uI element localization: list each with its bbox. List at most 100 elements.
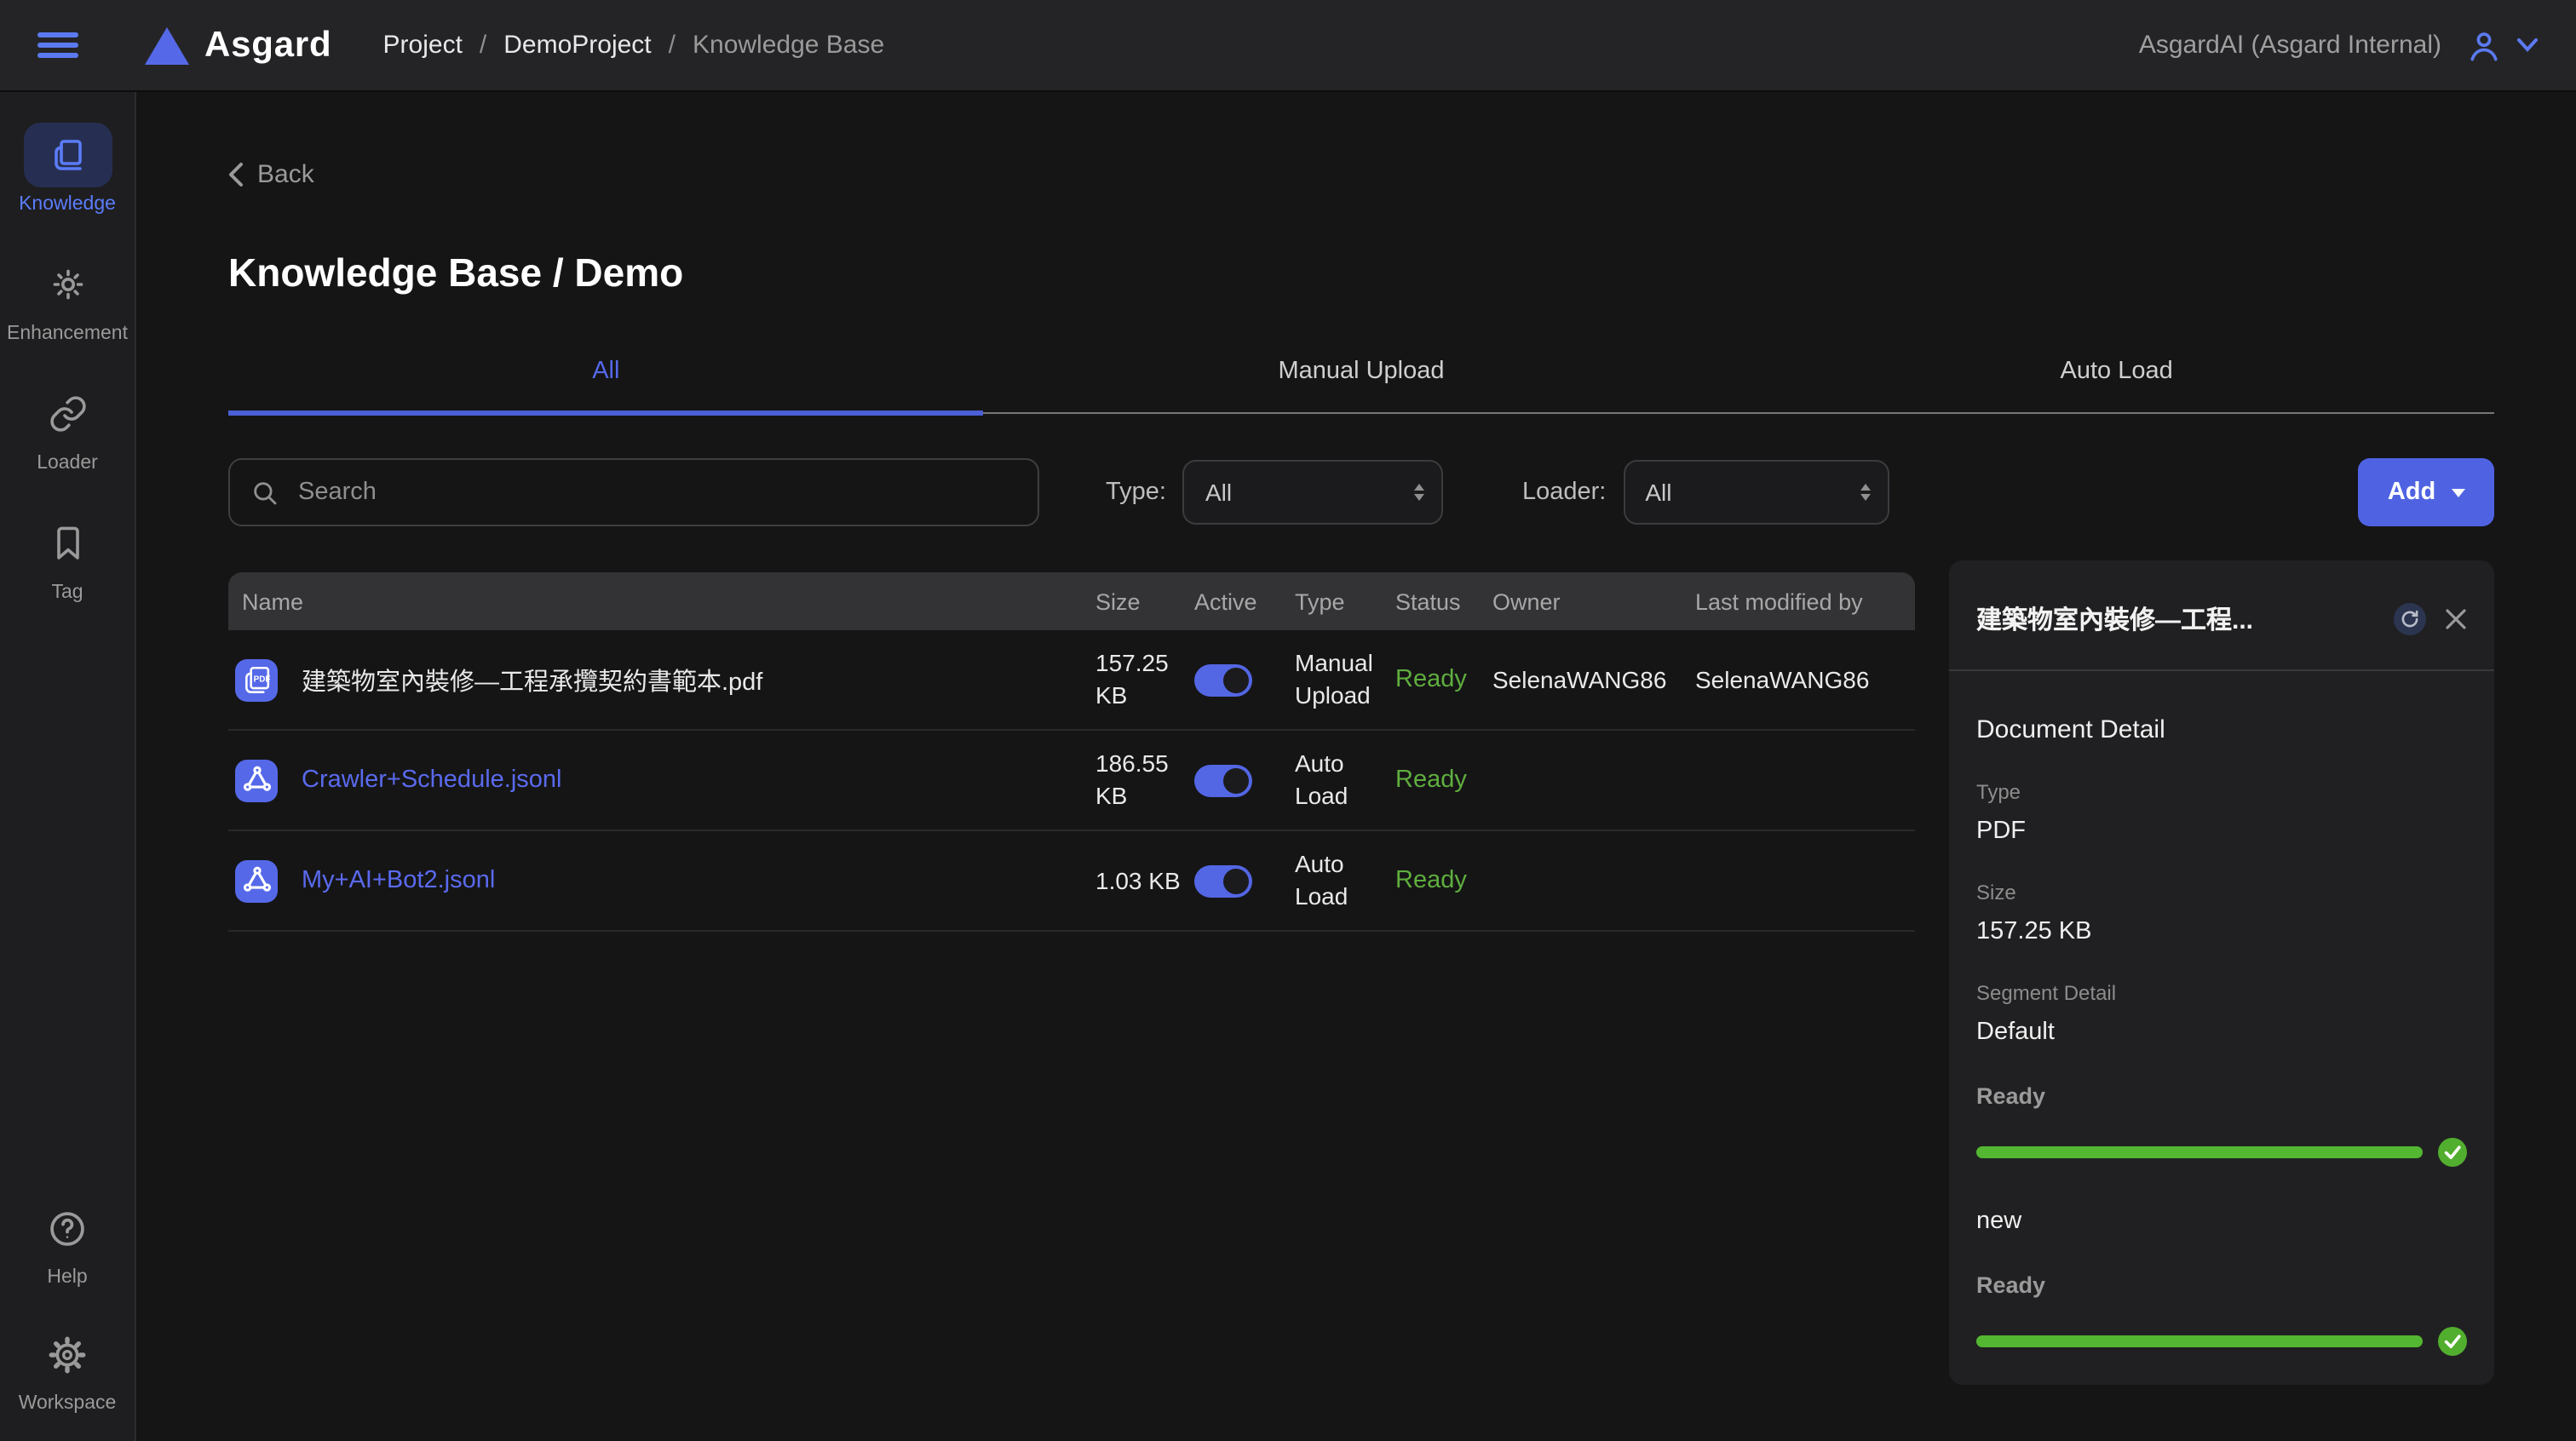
sidebar-item-label: Workspace xyxy=(18,1393,117,1414)
jsonl-file-icon xyxy=(235,759,278,801)
progress-bar xyxy=(1976,1146,2423,1158)
type-filter-value: All xyxy=(1205,479,1233,506)
segment-status: Ready xyxy=(1976,1083,2046,1109)
tab-bar: All Manual Upload Auto Load xyxy=(228,344,2494,415)
account-menu[interactable]: AsgardAI (Asgard Internal) xyxy=(2139,26,2576,64)
sidebar: Knowledge Enhancement xyxy=(0,92,136,1441)
sidebar-item-label: Help xyxy=(47,1267,88,1288)
sidebar-item-loader[interactable]: Loader xyxy=(0,382,135,474)
logo-text: Asgard xyxy=(204,25,332,64)
last-modified-by: SelenaWANG86 xyxy=(1695,666,1870,693)
sidebar-item-enhancement[interactable]: Enhancement xyxy=(0,252,135,344)
add-caret-icon xyxy=(2451,488,2465,497)
owner: SelenaWANG86 xyxy=(1492,666,1667,693)
active-toggle[interactable] xyxy=(1194,764,1252,796)
column-last-modified-by: Last modified by xyxy=(1695,588,1863,614)
panel-section-title: Document Detail xyxy=(1976,715,2165,744)
file-type: Auto Load xyxy=(1295,749,1348,809)
column-size: Size xyxy=(1095,588,1141,614)
table-header: Name Size Active Type Status Owner Last … xyxy=(228,572,1915,630)
column-name: Name xyxy=(242,588,304,614)
loader-filter-value: All xyxy=(1645,479,1672,506)
file-type: Auto Load xyxy=(1295,850,1348,910)
app-header: Asgard Project / DemoProject / Knowledge… xyxy=(0,0,2576,92)
status-badge: Ready xyxy=(1395,666,1467,693)
column-type: Type xyxy=(1295,588,1345,614)
active-toggle[interactable] xyxy=(1194,663,1252,696)
tab-all[interactable]: All xyxy=(228,344,985,415)
segment-name: new xyxy=(1976,1208,2022,1235)
table-row[interactable]: PDF 建築物室內裝修—工程承攬契約書範本.pdf 157.25 KB Manu… xyxy=(228,630,1915,731)
type-filter-select[interactable]: All xyxy=(1182,460,1444,525)
breadcrumb-current: Knowledge Base xyxy=(693,31,885,60)
document-detail-panel: 建築物室內裝修—工程... Docume xyxy=(1949,560,2494,1385)
user-icon[interactable] xyxy=(2465,26,2503,64)
file-size: 186.55 KB xyxy=(1095,749,1169,809)
type-filter-label: Type: xyxy=(1106,479,1166,506)
breadcrumb-project[interactable]: Project xyxy=(382,31,463,60)
check-circle-icon xyxy=(2438,1327,2467,1356)
sidebar-item-label: Tag xyxy=(51,583,83,603)
documents-table: Name Size Active Type Status Owner Last … xyxy=(228,572,1915,932)
active-toggle[interactable] xyxy=(1194,864,1252,897)
back-label: Back xyxy=(257,160,314,189)
tab-manual-upload[interactable]: Manual Upload xyxy=(1278,358,1445,385)
sun-icon xyxy=(52,269,83,300)
svg-text:PDF: PDF xyxy=(253,675,270,685)
select-caret-icon xyxy=(1860,484,1871,501)
pdf-file-icon: PDF xyxy=(235,658,278,701)
account-name: AsgardAI (Asgard Internal) xyxy=(2138,31,2441,60)
loader-filter-label: Loader: xyxy=(1521,479,1607,506)
column-owner: Owner xyxy=(1492,588,1561,614)
file-name[interactable]: My+AI+Bot2.jsonl xyxy=(302,867,496,894)
table-row[interactable]: My+AI+Bot2.jsonl 1.03 KB Auto Load Ready xyxy=(228,831,1915,932)
panel-title: 建築物室內裝修—工程... xyxy=(1976,606,2254,635)
sidebar-item-knowledge[interactable]: Knowledge xyxy=(0,123,135,215)
select-caret-icon xyxy=(1414,484,1425,501)
file-type: Manual Upload xyxy=(1295,649,1373,709)
refresh-icon[interactable] xyxy=(2394,603,2426,635)
sidebar-item-help[interactable]: Help xyxy=(0,1196,135,1288)
jsonl-file-icon xyxy=(235,859,278,902)
add-button-label: Add xyxy=(2387,479,2436,506)
bookmark-icon xyxy=(56,526,78,560)
check-circle-icon xyxy=(2438,1138,2467,1167)
logo-triangle-icon xyxy=(145,26,189,64)
filter-row: Type: All Loader: All Add xyxy=(228,458,2494,526)
breadcrumb: Project / DemoProject / Knowledge Base xyxy=(383,31,885,60)
chevron-left-icon xyxy=(229,163,243,187)
column-status: Status xyxy=(1395,588,1461,614)
field-label-segment-detail: Segment Detail xyxy=(1976,981,2117,1005)
app-logo[interactable]: Asgard xyxy=(145,25,332,66)
add-button[interactable]: Add xyxy=(2358,458,2494,526)
tab-auto-load[interactable]: Auto Load xyxy=(2060,358,2173,385)
close-icon[interactable] xyxy=(2445,608,2467,630)
segment-status: Ready xyxy=(1976,1272,2046,1298)
page-title: Knowledge Base / Demo xyxy=(228,250,684,295)
search-input[interactable] xyxy=(295,477,1017,508)
book-icon xyxy=(54,140,81,170)
table-row[interactable]: Crawler+Schedule.jsonl 186.55 KB Auto Lo… xyxy=(228,731,1915,831)
search-icon xyxy=(254,481,277,504)
back-button[interactable]: Back xyxy=(228,160,314,189)
field-label-type: Type xyxy=(1976,780,2021,804)
file-size: 157.25 KB xyxy=(1095,649,1169,709)
loader-filter-select[interactable]: All xyxy=(1623,460,1889,525)
breadcrumb-demoproject[interactable]: DemoProject xyxy=(503,31,652,60)
sidebar-item-label: Enhancement xyxy=(7,324,128,344)
sidebar-item-label: Knowledge xyxy=(19,194,116,215)
sidebar-item-workspace[interactable]: Workspace xyxy=(0,1322,135,1414)
file-name[interactable]: 建築物室內裝修—工程承攬契約書範本.pdf xyxy=(302,669,763,696)
field-label-size: Size xyxy=(1976,881,2016,904)
file-name[interactable]: Crawler+Schedule.jsonl xyxy=(302,766,562,794)
search-box[interactable] xyxy=(228,458,1039,526)
column-active: Active xyxy=(1194,588,1257,614)
chevron-down-icon[interactable] xyxy=(2516,37,2539,53)
field-value-type: PDF xyxy=(1976,818,2026,845)
file-size: 1.03 KB xyxy=(1095,866,1181,893)
breadcrumb-separator: / xyxy=(479,31,487,60)
field-value-segment-detail: Default xyxy=(1976,1019,2055,1046)
sidebar-item-tag[interactable]: Tag xyxy=(0,511,135,603)
menu-icon[interactable] xyxy=(37,27,78,63)
